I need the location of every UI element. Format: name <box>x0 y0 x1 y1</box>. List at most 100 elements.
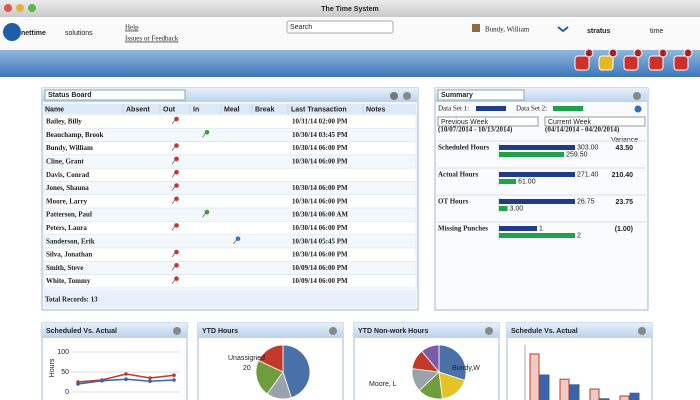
board-row <box>43 261 417 275</box>
summary-label: Missing Punches <box>438 225 488 233</box>
bar <box>569 384 580 400</box>
board-row <box>43 247 417 262</box>
employee-name: Patterson, Paul <box>46 211 92 219</box>
badge-count: 1 <box>661 50 665 57</box>
employee-name: Sanderson, Erik <box>46 237 95 245</box>
summary-select[interactable] <box>437 89 525 101</box>
bar <box>629 392 640 400</box>
series-point <box>148 376 152 380</box>
status-pin-needle <box>171 252 176 258</box>
set1-select[interactable] <box>437 116 539 127</box>
column-label: Meal <box>224 106 240 113</box>
widget-title: YTD Hours <box>202 328 238 335</box>
set2-dates: (04/14/2014 - 04/20/2014) <box>545 126 620 134</box>
last-transaction: 10/30/14 06:00 PM <box>292 224 348 232</box>
toolbar-icon[interactable] <box>574 55 590 71</box>
feedback-link[interactable]: Issues or Feedback <box>125 35 179 43</box>
board-row <box>43 181 417 196</box>
series-point <box>124 372 128 376</box>
pie-label: Bundy,W <box>452 365 480 372</box>
series-point <box>76 382 80 386</box>
board-select[interactable] <box>44 89 186 101</box>
search-placeholder: Search <box>290 24 312 31</box>
last-transaction: 10/09/14 06:00 PM <box>292 264 348 272</box>
variance: 210.40 <box>612 172 634 179</box>
y-axis-title: Hours <box>49 358 56 377</box>
last-transaction: 10/31/14 02:00 PM <box>292 118 348 126</box>
set1-label: Data Set 1: <box>438 105 469 113</box>
status-pin <box>174 223 179 228</box>
board-row <box>43 274 417 289</box>
status-pin <box>174 263 179 268</box>
widget-settings[interactable] <box>638 327 646 335</box>
user-menu[interactable] <box>557 26 569 33</box>
status-pin <box>174 156 179 162</box>
widget-title: Scheduled Vs. Actual <box>46 328 117 335</box>
bar <box>559 378 570 400</box>
toolbar-icon[interactable] <box>673 55 689 71</box>
toolbar-icon[interactable] <box>598 55 614 71</box>
board-row <box>43 167 417 182</box>
settings-icon[interactable] <box>403 92 411 100</box>
summary-bar <box>499 233 575 238</box>
pie-label: 20 <box>243 365 251 372</box>
widget-header <box>198 323 343 338</box>
board-footer <box>44 290 416 308</box>
badge <box>683 48 693 58</box>
help-link[interactable]: Help <box>125 24 139 32</box>
last-transaction: 10/09/14 06:00 PM <box>292 277 348 285</box>
summary-value: 61.00 <box>518 178 536 185</box>
badge <box>608 48 618 58</box>
summary-label: OT Hours <box>438 198 469 206</box>
series-point <box>124 377 128 382</box>
toolbar-icon[interactable] <box>648 55 664 71</box>
record-count: Total Records: 13 <box>45 296 98 304</box>
summary-bar <box>499 199 575 204</box>
column-label: Name <box>45 106 64 113</box>
widget-settings[interactable] <box>485 327 493 335</box>
y-tick-label: 0 <box>65 389 69 396</box>
column-label: Break <box>255 106 275 113</box>
set2-period: Current Week <box>548 119 592 126</box>
status-pin-needle <box>202 133 206 138</box>
employee-name: Jones, Shauna <box>46 184 89 192</box>
bar <box>529 353 540 400</box>
column-label: Notes <box>366 106 386 113</box>
user-icon <box>472 24 480 32</box>
status-pin-needle <box>171 146 176 151</box>
zoom-button[interactable] <box>28 4 36 12</box>
summary-globe[interactable] <box>634 105 642 113</box>
widget-settings[interactable] <box>329 327 337 335</box>
last-transaction: 10/30/14 06:00 PM <box>292 158 348 166</box>
summary-value: 2 <box>577 232 581 239</box>
employee-name: Moore, Larry <box>46 197 88 205</box>
status-pin <box>174 116 179 122</box>
status-pin <box>174 196 179 202</box>
bar <box>599 398 610 400</box>
summary-label: Scheduled Hours <box>438 144 489 152</box>
toolbar-icon[interactable] <box>623 55 639 71</box>
widget-settings[interactable] <box>173 327 181 335</box>
column-label: Out <box>163 106 176 113</box>
series-point <box>148 379 152 384</box>
set2-select[interactable] <box>544 116 646 127</box>
search-box[interactable] <box>286 20 394 34</box>
window-title: The Time System <box>321 6 378 13</box>
badge-count: 0 <box>611 50 615 57</box>
pin-icon[interactable] <box>390 92 398 100</box>
summary-value: 3.00 <box>510 205 524 212</box>
summary-bar <box>499 172 575 177</box>
status-pin <box>174 143 179 148</box>
status-pin-needle <box>202 212 206 218</box>
minimize-button[interactable] <box>16 4 24 12</box>
pie-slice <box>282 344 311 399</box>
user-name: Bundy, William <box>485 26 530 34</box>
employee-name: Cline, Grant <box>46 158 84 166</box>
summary-settings[interactable] <box>633 92 641 100</box>
summary-title: Summary <box>441 92 473 99</box>
title-bar <box>0 0 700 17</box>
employee-name: Bailey, Billy <box>46 118 82 126</box>
close-button[interactable] <box>4 4 12 12</box>
